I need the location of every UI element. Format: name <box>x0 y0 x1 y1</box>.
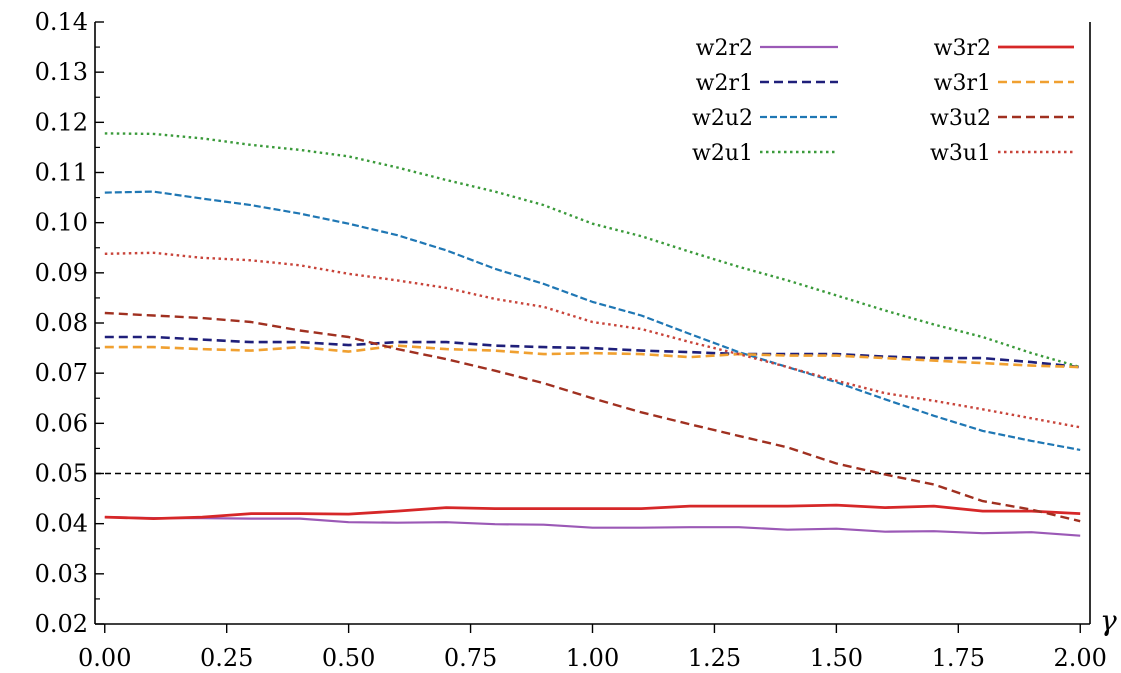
legend-label-w2r2: w2r2 <box>696 36 753 61</box>
x-tick-label: 1.00 <box>566 644 619 672</box>
x-tick-label: 0.00 <box>78 644 131 672</box>
y-tick-label: 0.04 <box>35 510 88 538</box>
y-tick-label: 0.02 <box>35 610 88 638</box>
series-line-w3r1 <box>104 344 1081 369</box>
legend-label-w2u1: w2u1 <box>692 141 753 166</box>
series-line-w2r1 <box>104 335 1081 369</box>
y-tick-label: 0.12 <box>35 108 88 136</box>
legend-label-w3u1: w3u1 <box>930 141 991 166</box>
series-line-w2r2 <box>104 516 1081 537</box>
series-layer <box>104 132 1081 537</box>
legend: w2r2 w2r1 w2u2 w2u1 w3r2 w3r1 w3u2 w3u1 <box>692 36 1074 166</box>
series-line-w3u1 <box>104 251 1081 429</box>
series-line-w2u1 <box>104 132 1081 369</box>
x-tick-label: 1.75 <box>932 644 985 672</box>
series-line-w3u2 <box>104 311 1081 523</box>
x-tick-label: 1.25 <box>688 644 741 672</box>
x-tick-label: 2.00 <box>1054 644 1107 672</box>
y-tick-label: 0.10 <box>35 209 88 237</box>
y-tick-label: 0.11 <box>35 159 88 187</box>
legend-label-w3r1: w3r1 <box>934 71 991 96</box>
x-tick-label: 0.50 <box>322 644 375 672</box>
y-tick-label: 0.09 <box>35 259 88 287</box>
x-axis-label: γ <box>1100 604 1117 637</box>
y-tick-label: 0.14 <box>35 8 88 36</box>
series-line-w2u2 <box>104 190 1081 451</box>
y-tick-label: 0.08 <box>35 309 88 337</box>
x-tick-label: 1.50 <box>810 644 863 672</box>
y-tick-label: 0.06 <box>35 409 88 437</box>
y-tick-label: 0.05 <box>35 460 88 488</box>
axes-layer: 0.02 0.03 0.04 0.05 0.06 0.07 0.08 0.09 0.10 0.11… <box>35 8 1107 672</box>
series-line-w3r2 <box>104 503 1081 520</box>
legend-label-w2r1: w2r1 <box>696 71 753 96</box>
y-tick-label: 0.13 <box>35 58 88 86</box>
legend-label-w2u2: w2u2 <box>692 106 753 131</box>
x-tick-label: 0.25 <box>200 644 253 672</box>
y-tick-label: 0.03 <box>35 560 88 588</box>
x-tick-label: 0.75 <box>444 644 497 672</box>
y-tick-label: 0.07 <box>35 359 88 387</box>
legend-label-w3u2: w3u2 <box>930 106 991 131</box>
legend-label-w3r2: w3r2 <box>934 36 991 61</box>
